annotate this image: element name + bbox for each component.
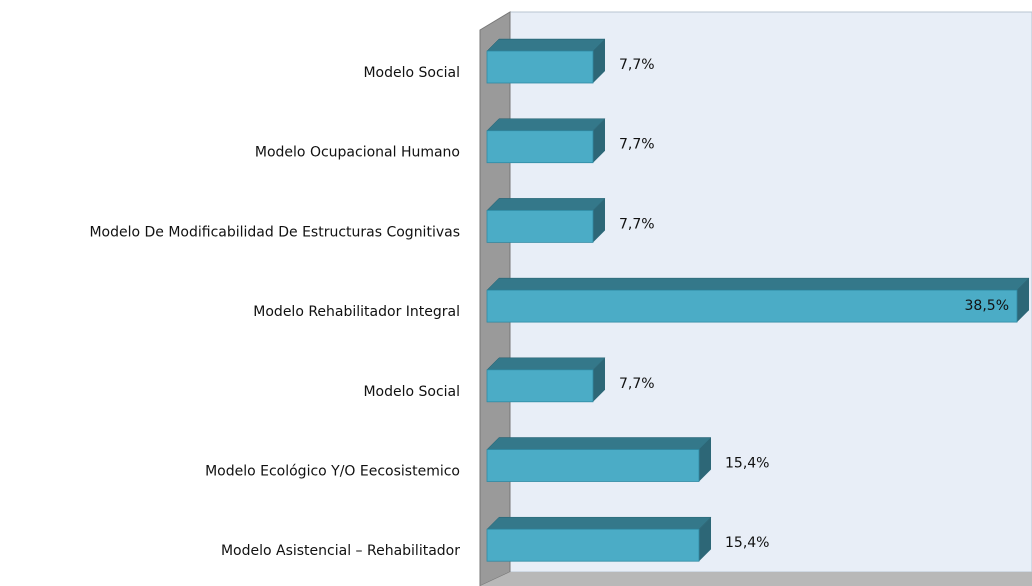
bar <box>486 289 1018 323</box>
bar <box>486 528 700 562</box>
bar-side-shade <box>593 198 605 243</box>
bar-side <box>593 357 605 402</box>
data-label: 7,7% <box>619 376 655 392</box>
bar <box>486 449 700 482</box>
bar-top-shade <box>487 118 605 131</box>
bar-side <box>699 437 711 482</box>
bar-side-shade <box>593 118 605 163</box>
bar-side <box>1017 278 1029 323</box>
bar-top-shade <box>487 39 605 51</box>
data-label: 15,4% <box>725 535 769 551</box>
y-tick-label: Modelo Rehabilitador Integral <box>253 304 460 320</box>
data-label: 7,7% <box>619 57 655 73</box>
bar-top-shade <box>487 437 711 450</box>
y-tick-label: Modelo Ecológico Y/O Eecosistemico <box>205 464 460 480</box>
data-label: 15,4% <box>725 456 769 472</box>
data-label: 7,7% <box>619 216 655 232</box>
bar-side-shade <box>699 517 711 562</box>
floor <box>480 572 1032 586</box>
bar-side-shade <box>699 437 711 482</box>
bar-top-shade <box>487 278 1029 291</box>
bar-top-shade <box>487 198 605 211</box>
y-tick-label: Modelo Social <box>363 65 460 81</box>
bar-side-shade <box>593 39 605 83</box>
y-tick-label: Modelo Asistencial – Rehabilitador <box>221 543 460 559</box>
bar-side <box>699 517 711 562</box>
bar <box>486 130 594 164</box>
y-tick-label: Modelo Social <box>363 384 460 400</box>
bar <box>486 369 594 403</box>
y-tick-label: Modelo Ocupacional Humano <box>255 145 460 161</box>
bar-side <box>593 39 605 83</box>
bar-side-shade <box>593 357 605 402</box>
data-label: 7,7% <box>619 137 655 153</box>
bar <box>486 209 594 243</box>
data-label: 38,5% <box>965 298 1009 314</box>
bar-side <box>593 198 605 243</box>
bar <box>486 50 594 84</box>
bar-side-shade <box>1017 278 1029 323</box>
bar-top-shade <box>487 517 711 530</box>
bar-side <box>593 118 605 163</box>
y-tick-label: Modelo De Modificabilidad De Estructuras… <box>89 224 460 240</box>
bar-top-shade <box>487 357 605 370</box>
